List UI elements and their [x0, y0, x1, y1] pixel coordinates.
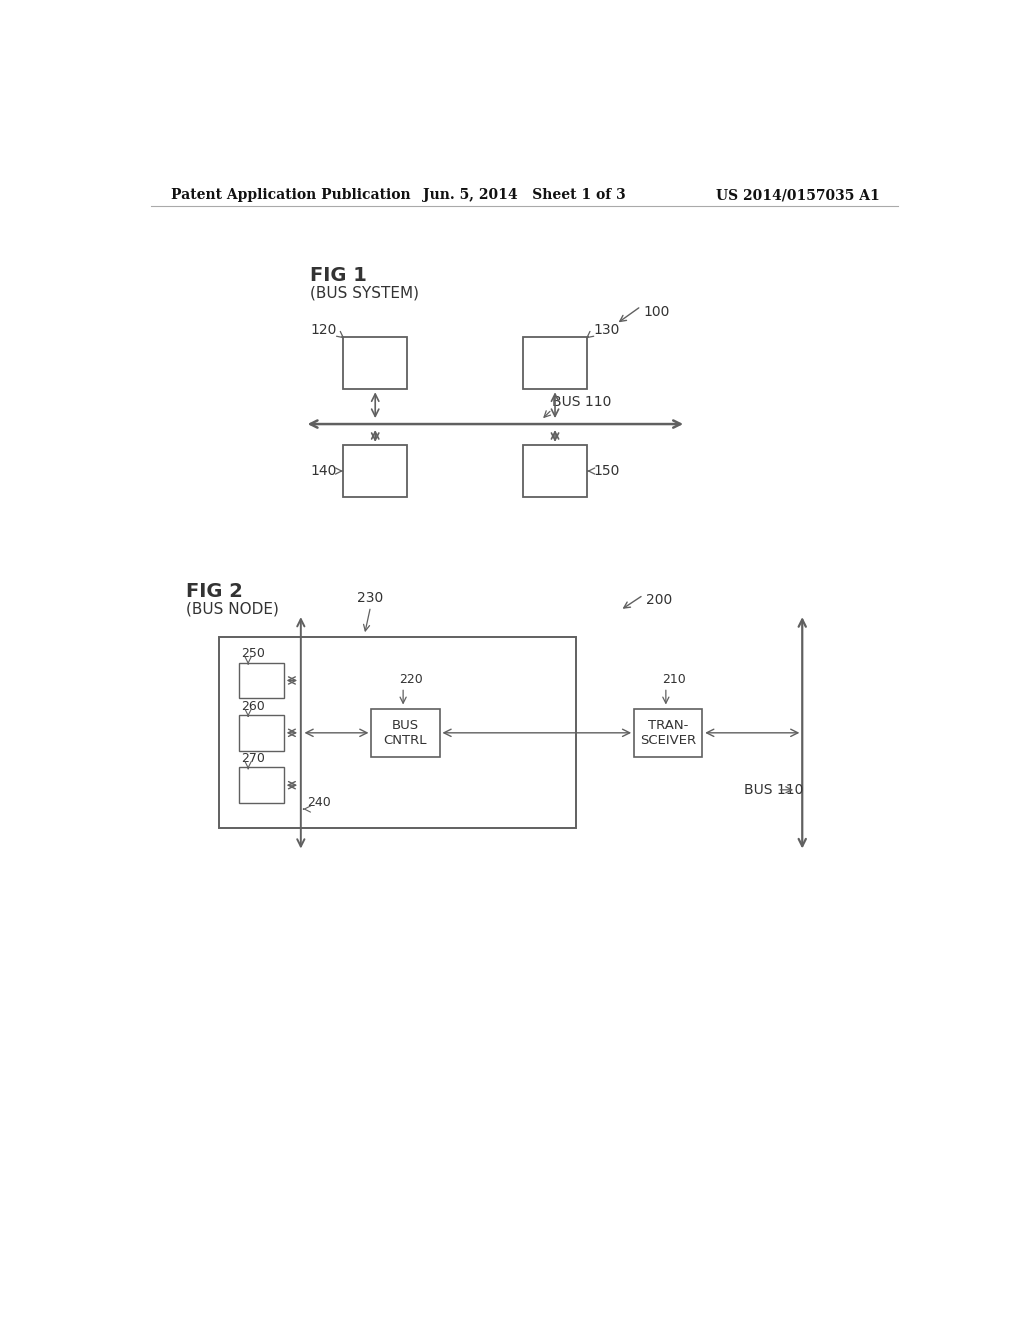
Text: 270: 270	[241, 752, 265, 766]
Text: 130: 130	[593, 323, 620, 337]
Text: (BUS SYSTEM): (BUS SYSTEM)	[310, 285, 419, 301]
Text: BUS 110: BUS 110	[552, 395, 611, 409]
Bar	[634, 709, 702, 756]
Bar	[239, 767, 284, 803]
Text: 250: 250	[241, 647, 265, 660]
Bar	[372, 709, 439, 756]
Text: Jun. 5, 2014   Sheet 1 of 3: Jun. 5, 2014 Sheet 1 of 3	[424, 189, 626, 202]
Text: 100: 100	[643, 305, 670, 318]
Text: 210: 210	[662, 673, 686, 686]
Bar	[343, 337, 407, 389]
Bar	[239, 663, 284, 698]
Text: (BUS NODE): (BUS NODE)	[186, 601, 279, 616]
Text: 150: 150	[593, 465, 620, 478]
Bar	[523, 445, 587, 498]
Text: BUS
CNTRL: BUS CNTRL	[384, 719, 427, 747]
Text: TRAN-
SCEIVER: TRAN- SCEIVER	[640, 719, 696, 747]
Text: BUS 110: BUS 110	[744, 783, 804, 797]
Text: 260: 260	[241, 700, 265, 713]
Bar	[343, 445, 407, 498]
Text: FIG 1: FIG 1	[310, 267, 367, 285]
Text: 240: 240	[307, 796, 331, 809]
Text: 200: 200	[646, 594, 672, 607]
Bar	[523, 337, 587, 389]
Text: 120: 120	[311, 323, 337, 337]
Bar	[219, 638, 575, 829]
Bar	[239, 715, 284, 751]
Text: 140: 140	[311, 465, 337, 478]
Text: US 2014/0157035 A1: US 2014/0157035 A1	[716, 189, 880, 202]
Text: 220: 220	[399, 673, 423, 686]
Text: 230: 230	[357, 591, 384, 605]
Text: Patent Application Publication: Patent Application Publication	[171, 189, 411, 202]
Text: FIG 2: FIG 2	[186, 582, 243, 601]
